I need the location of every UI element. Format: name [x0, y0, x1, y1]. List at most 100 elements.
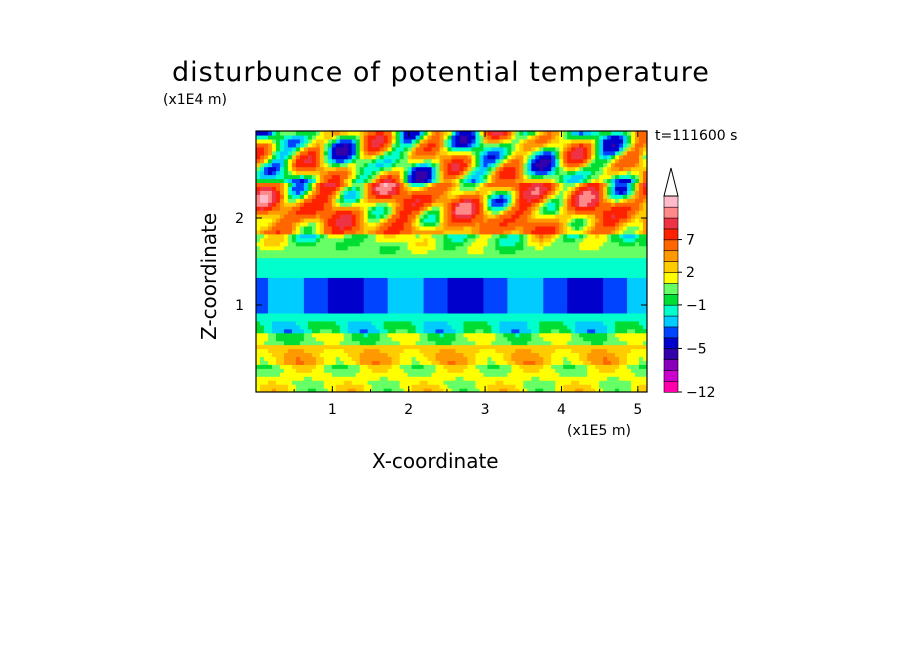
field-cell: [527, 372, 532, 377]
field-cell: [343, 305, 349, 310]
field-cell: [587, 210, 592, 215]
field-cell: [439, 245, 445, 251]
field-cell: [579, 372, 584, 377]
field-cell: [503, 190, 508, 195]
field-cell: [639, 229, 644, 235]
field-cell: [439, 265, 445, 270]
field-cell: [399, 241, 405, 247]
field-cell: [307, 245, 313, 251]
field-cell: [583, 376, 588, 381]
field-cell: [627, 245, 632, 251]
field-cell: [559, 285, 564, 290]
field-cell: [335, 308, 341, 314]
field-cell: [487, 214, 492, 219]
field-cell: [339, 364, 345, 369]
field-cell: [303, 225, 309, 231]
field-cell: [575, 384, 580, 389]
field-cell: [463, 241, 469, 247]
field-cell: [367, 305, 373, 310]
field-cell: [447, 301, 453, 306]
field-cell: [507, 305, 512, 310]
field-cell: [551, 221, 556, 227]
field-cell: [439, 229, 445, 235]
field-cell: [531, 297, 536, 302]
field-cell: [635, 221, 640, 227]
field-cell: [399, 281, 405, 286]
field-cell: [471, 305, 477, 310]
field-cell: [619, 210, 624, 215]
field-cell: [303, 312, 309, 318]
field-cell: [631, 225, 636, 231]
field-cell: [611, 344, 616, 350]
field-cell: [259, 269, 265, 274]
field-cell: [639, 277, 644, 282]
field-cell: [443, 249, 449, 255]
field-cell: [279, 364, 285, 369]
field-cell: [311, 340, 317, 346]
field-cell: [507, 249, 512, 255]
field-cell: [623, 384, 628, 389]
field-cell: [619, 336, 624, 342]
field-cell: [399, 308, 405, 314]
field-cell: [335, 316, 341, 322]
field-cell: [299, 336, 305, 342]
field-cell: [399, 194, 405, 199]
field-cell: [439, 297, 445, 302]
field-cell: [519, 233, 524, 239]
field-cell: [459, 198, 465, 203]
field-cell: [575, 368, 580, 373]
field-cell: [627, 305, 632, 310]
field-cell: [447, 305, 453, 310]
field-cell: [567, 316, 572, 322]
field-cell: [327, 285, 333, 290]
field-cell: [587, 328, 592, 334]
field-cell: [443, 206, 449, 211]
field-cell: [347, 214, 353, 219]
field-cell: [627, 237, 632, 243]
field-cell: [575, 320, 580, 326]
field-cell: [559, 360, 564, 365]
field-cell: [379, 198, 385, 203]
field-cell: [611, 301, 616, 306]
field-cell: [263, 352, 269, 357]
field-cell: [256, 229, 261, 235]
field-cell: [515, 225, 520, 231]
field-cell: [587, 277, 592, 282]
field-cell: [367, 316, 373, 322]
field-cell: [499, 253, 504, 259]
field-cell: [543, 352, 548, 357]
field-cell: [475, 312, 481, 318]
field-cell: [571, 241, 576, 247]
field-cell: [295, 249, 301, 255]
field-cell: [387, 297, 393, 302]
field-cell: [311, 241, 317, 247]
field-cell: [407, 245, 413, 251]
field-cell: [543, 320, 548, 326]
field-cell: [607, 388, 612, 392]
field-cell: [411, 372, 417, 377]
field-cell: [551, 320, 556, 326]
field-cell: [539, 218, 544, 223]
field-cell: [519, 305, 524, 310]
field-cell: [367, 233, 373, 239]
field-cell: [491, 380, 496, 385]
field-cell: [383, 356, 389, 361]
field-cell: [311, 198, 317, 203]
field-cell: [547, 384, 552, 389]
field-cell: [523, 340, 528, 346]
field-cell: [495, 218, 500, 223]
field-cell: [531, 352, 536, 357]
field-cell: [367, 249, 373, 255]
field-cell: [415, 368, 421, 373]
field-cell: [635, 249, 640, 255]
field-cell: [279, 368, 285, 373]
field-cell: [327, 206, 333, 211]
field-cell: [579, 388, 584, 392]
field-cell: [351, 229, 357, 235]
field-cell: [395, 388, 401, 392]
field-cell: [627, 233, 632, 239]
field-cell: [443, 245, 449, 251]
field-cell: [531, 340, 536, 346]
field-cell: [543, 190, 548, 195]
field-cell: [467, 364, 473, 369]
